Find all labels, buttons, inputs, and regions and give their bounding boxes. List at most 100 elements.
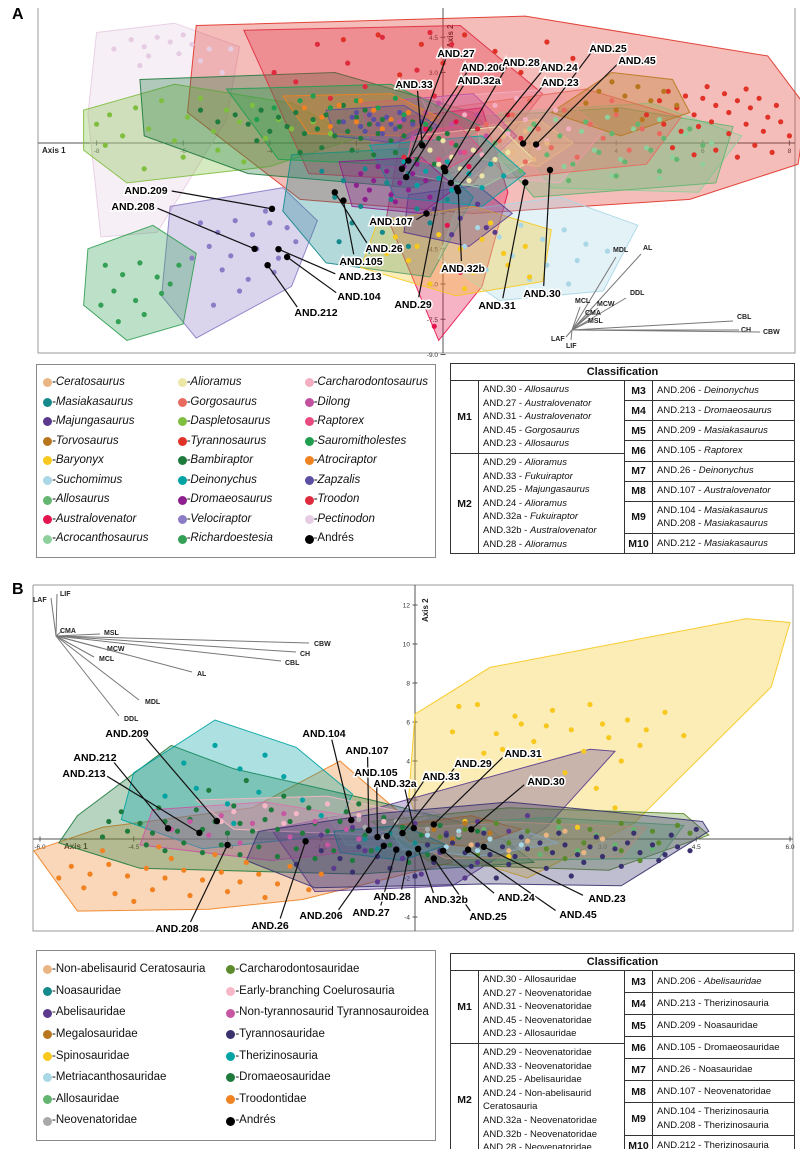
specimen-label-AND.208: AND.208 [111, 201, 154, 213]
table-B-block-m3: M3 AND.206 - Abelisauridae [625, 971, 794, 993]
loading-label-lif: LIF [566, 343, 577, 350]
loading-label-laf: LAF [551, 336, 565, 343]
entries-cell: AND.29 - Neovenatoridae AND.33 - Neovenat… [479, 1044, 624, 1149]
entries-cell: AND.212 - Masiakasaurus [653, 534, 794, 553]
specimen-point-AND.212 [264, 262, 271, 269]
legend-color-dot-icon [226, 1030, 236, 1040]
specimen-point-AND.104 [283, 253, 291, 261]
table-B-block-m1: M1 AND.30 - Allosauridae AND.27 - Neovenat… [451, 971, 624, 1043]
legend-color-dot-icon [43, 378, 52, 388]
classification-table-a-body: M1 AND.30 - Allosaurus AND.27 - Australove… [451, 381, 794, 554]
table-B-block-m6: M6 AND.105 - Dromaeosauridae [625, 1036, 794, 1059]
leader-line-AND.24 [442, 850, 495, 894]
leader-line-AND.104 [331, 739, 352, 821]
classification-entry-AND.208: AND.208 - Therizinosauria [657, 1120, 769, 1132]
model-cell-m3: M3 [625, 381, 653, 401]
specimen-label-AND.30: AND.30 [527, 776, 565, 788]
specimen-point-AND.23 [480, 843, 487, 850]
legend-item-early-branching-coelurosauria: -Early-branching Coelurosauria [226, 981, 429, 1003]
leader-line-AND.206 [401, 72, 468, 170]
classification-entry-AND.30: AND.30 - Allosaurus [483, 384, 570, 395]
classification-entry-AND.26: AND.26 - Noasauridae [657, 1064, 753, 1076]
table-right-column: M3 AND.206 - Abelisauridae M4 AND.213 - The… [625, 971, 794, 1149]
specimen-label-AND.209: AND.209 [124, 185, 167, 197]
legend-color-dot-icon [43, 515, 52, 525]
legend-item-label: -Megalosauridae [52, 1027, 138, 1040]
legend-item-label: -Atrociraptor [313, 454, 377, 467]
leader-line-AND.208 [189, 844, 229, 923]
specimen-point-AND.32b [414, 845, 422, 852]
specimen-label-AND.212: AND.212 [73, 752, 116, 764]
legend-item-label: -Noasauridae [52, 984, 122, 997]
leader-line-AND.25 [522, 52, 592, 144]
legend-item-label: -Alioramus [186, 376, 242, 389]
leader-line-AND.213 [278, 248, 336, 275]
points-megalosauridae [431, 820, 493, 842]
entries-cell: AND.206 - Abelisauridae [653, 971, 794, 992]
legend-item-label: -Non-abelisaurid Ceratosauria [52, 963, 206, 976]
loading-label-mcl: MCL [575, 298, 591, 305]
legend-color-dot-icon [177, 397, 187, 407]
table-A-block-m3: M3 AND.206 - Deinonychus [625, 381, 794, 401]
svg-text:-1.5: -1.5 [316, 844, 328, 851]
points-sauromitholestes [254, 93, 429, 127]
loading-label-lif: LIF [60, 591, 71, 598]
points-australov [423, 119, 472, 329]
legend-color-dot-icon [226, 1116, 236, 1126]
specimen-point-AND.208 [224, 841, 231, 849]
legend-item-non-tyrannosaurid-tyrannosauroidea: -Non-tyrannosaurid Tyrannosauroidea [226, 1002, 429, 1024]
specimen-point-AND.45 [464, 846, 472, 853]
points-metriacanthosauridae [424, 828, 524, 854]
model-cell-m4: M4 [625, 401, 653, 421]
svg-text:1.5: 1.5 [429, 105, 438, 112]
plot-frame [37, 8, 796, 354]
classification-entry-AND.25: AND.25 - Majungasaurus [483, 484, 590, 496]
svg-text:10: 10 [403, 642, 411, 649]
leader-line-AND.30 [543, 169, 551, 287]
specimen-point-AND.105 [374, 833, 381, 841]
legend-item-sauromitholestes: -Sauromitholestes [304, 432, 429, 452]
legend-item-label: -Richardoestesia [186, 532, 273, 545]
loading-label-msl: MSL [104, 630, 120, 637]
classification-entry-AND.32b: AND.32b - Australovenator [483, 524, 597, 536]
legend-item-ceratosaurus: -Ceratosaurus [43, 373, 178, 393]
specimen-label-AND.213: AND.213 [338, 271, 381, 283]
legend-item-andr-s: -Andrés [226, 1110, 429, 1132]
specimen-label-AND.32a: AND.32a [457, 75, 500, 87]
specimen-point-AND.213 [275, 246, 282, 253]
leader-line-AND.24 [450, 71, 542, 184]
loading-label-mdl: MDL [145, 699, 161, 706]
points-daspletosaurus [94, 95, 333, 172]
specimen-label-AND.33: AND.33 [395, 79, 433, 91]
leader-line-AND.105 [376, 778, 379, 838]
svg-text:6.0: 6.0 [785, 844, 794, 851]
table-A-block-m2: M2 AND.29 - Alioramus AND.33 - Fukuiraptor… [451, 452, 624, 554]
specimen-point-AND.33 [383, 832, 391, 840]
specimen-point-AND.206 [398, 165, 406, 172]
classification-entry-AND.33: AND.33 - Fukuiraptor [483, 470, 573, 482]
classification-entry-AND.29: AND.29 - Neovenatoridae [483, 1046, 592, 1058]
specimen-point-AND.25 [519, 140, 527, 147]
specimen-point-AND.25 [430, 855, 437, 862]
svg-text:4.5: 4.5 [429, 35, 438, 42]
specimen-point-AND.209 [268, 205, 276, 212]
classification-entry-AND.107: AND.107 - Neovenatoridae [657, 1086, 772, 1098]
specimen-label-AND.28: AND.28 [502, 57, 540, 69]
legend-color-dot-icon [304, 456, 314, 466]
legend-item-velociraptor: -Velociraptor [177, 510, 305, 530]
model-cell-m2: M2 [451, 1043, 479, 1149]
legend-item-label: -Troodontidae [235, 1092, 307, 1105]
points-carcharodontosaurus [462, 95, 572, 158]
hull-richardoestesia [83, 224, 197, 341]
legend-item-pectinodon: -Pectinodon [304, 510, 429, 530]
hull-zapzalis [325, 104, 440, 144]
svg-text:1.5: 1.5 [504, 844, 513, 851]
axis1-label: Axis 1 [64, 842, 88, 851]
legend-color-dot-icon [304, 515, 314, 525]
legend-item-label: -Abelisauridae [52, 1006, 126, 1019]
classification-entry-AND.209: AND.209 - Masiakasaurus [657, 425, 768, 437]
table-left-column: M1 AND.30 - Allosaurus AND.27 - Australove… [451, 381, 625, 554]
panel-a-letter: A [12, 6, 24, 23]
specimen-label-AND.23: AND.23 [588, 893, 626, 905]
